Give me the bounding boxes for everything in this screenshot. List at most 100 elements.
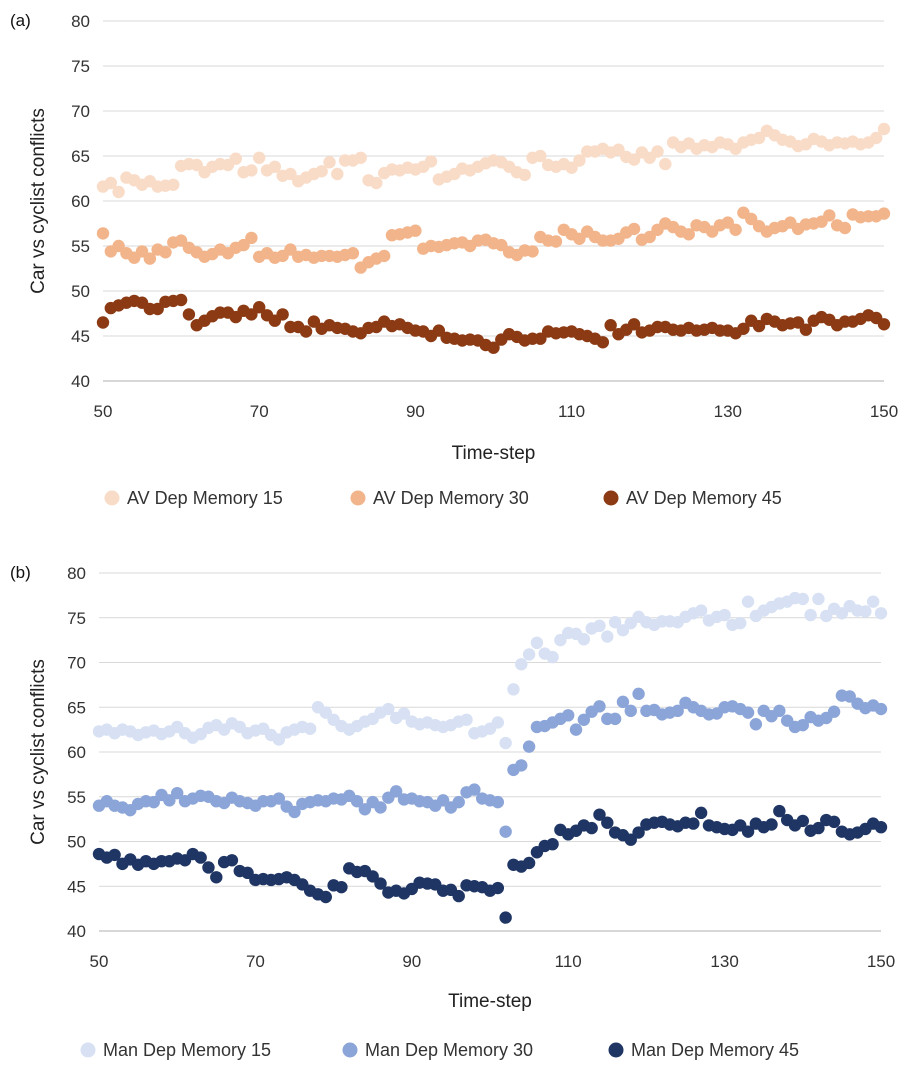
y-tick-label: 80 xyxy=(67,564,86,583)
data-point xyxy=(424,155,438,168)
y-tick-label: 75 xyxy=(67,609,86,628)
y-tick-label: 70 xyxy=(67,654,86,673)
data-point xyxy=(112,239,125,253)
data-point xyxy=(616,695,630,709)
data-point xyxy=(612,143,625,156)
data-point xyxy=(377,249,391,263)
y-tick-label: 45 xyxy=(67,877,86,896)
data-point xyxy=(869,131,883,145)
data-point xyxy=(565,161,578,174)
data-point xyxy=(323,156,336,169)
legend: AV Dep Memory 15 AV Dep Memory 30 AV Dep M… xyxy=(104,488,782,508)
data-point xyxy=(522,856,536,870)
data-point xyxy=(374,877,387,890)
data-point xyxy=(741,595,755,608)
legend-label: AV Dep Memory 15 xyxy=(127,488,283,508)
data-point xyxy=(350,795,364,808)
y-axis-title: Car vs cyclist conflicts xyxy=(28,108,49,294)
legend-marker xyxy=(80,1042,96,1058)
data-point xyxy=(877,207,891,220)
data-point xyxy=(593,619,606,633)
data-point xyxy=(671,704,684,718)
data-point xyxy=(237,238,250,252)
data-point xyxy=(718,608,731,622)
legend-marker xyxy=(104,490,120,506)
data-point xyxy=(522,648,536,661)
data-point xyxy=(460,713,473,726)
data-point xyxy=(210,871,223,884)
data-point xyxy=(859,605,872,618)
data-point xyxy=(682,228,695,241)
data-point xyxy=(799,323,813,336)
data-point xyxy=(96,316,110,329)
data-point xyxy=(182,308,196,321)
x-tick-label: 110 xyxy=(555,952,582,971)
data-point xyxy=(530,636,544,650)
y-tick-label: 50 xyxy=(71,282,90,301)
series-3-points xyxy=(96,293,891,354)
data-point xyxy=(734,616,747,630)
data-point xyxy=(812,592,825,606)
data-point xyxy=(468,783,481,796)
data-point xyxy=(804,608,817,622)
data-point xyxy=(452,889,465,903)
data-point xyxy=(577,633,591,646)
x-tick-label: 50 xyxy=(90,952,109,971)
data-point xyxy=(229,152,242,165)
data-point xyxy=(151,302,164,316)
data-point xyxy=(284,243,297,256)
data-point xyxy=(569,723,583,736)
data-point xyxy=(741,706,755,719)
data-point xyxy=(491,716,505,729)
y-tick-label: 65 xyxy=(67,698,86,717)
data-point xyxy=(331,167,344,181)
legend-label: Man Dep Memory 30 xyxy=(365,1040,533,1060)
x-tick-label: 150 xyxy=(870,402,898,421)
legend-marker xyxy=(342,1042,358,1058)
data-point xyxy=(866,595,880,608)
x-tick-label: 90 xyxy=(406,402,425,421)
data-point xyxy=(409,224,422,237)
legend-label: Man Dep Memory 15 xyxy=(103,1040,271,1060)
data-point xyxy=(823,209,836,222)
data-point xyxy=(616,624,630,637)
data-point xyxy=(627,318,641,331)
data-point xyxy=(729,223,742,236)
x-tick-label: 130 xyxy=(710,952,738,971)
data-point xyxy=(659,157,672,171)
data-point xyxy=(874,820,888,834)
data-point xyxy=(507,683,520,696)
x-tick-label: 150 xyxy=(867,952,895,971)
y-tick-label: 55 xyxy=(71,237,90,256)
data-point xyxy=(163,794,176,807)
data-point xyxy=(518,168,531,182)
data-point xyxy=(643,230,656,244)
data-point xyxy=(268,160,282,173)
x-axis-title: Time-step xyxy=(448,991,532,1012)
data-point xyxy=(687,817,700,830)
y-tick-label: 60 xyxy=(67,743,86,762)
series-1-points xyxy=(92,591,888,750)
data-point xyxy=(694,806,708,820)
data-point xyxy=(765,818,778,831)
legend-marker xyxy=(608,1042,624,1058)
data-point xyxy=(303,722,317,735)
data-point xyxy=(319,890,332,904)
data-point xyxy=(245,308,258,321)
series-2-points xyxy=(92,687,888,838)
y-tick-label: 40 xyxy=(71,372,90,391)
data-point xyxy=(573,154,586,167)
data-point xyxy=(135,245,149,258)
data-point xyxy=(651,145,664,158)
data-point xyxy=(495,238,508,252)
x-tick-label: 70 xyxy=(246,952,265,971)
data-point xyxy=(745,212,758,226)
data-point xyxy=(632,826,645,839)
data-point xyxy=(604,319,617,332)
data-point xyxy=(491,881,505,895)
data-point xyxy=(190,158,203,172)
data-point xyxy=(843,690,856,703)
data-point xyxy=(791,316,805,329)
